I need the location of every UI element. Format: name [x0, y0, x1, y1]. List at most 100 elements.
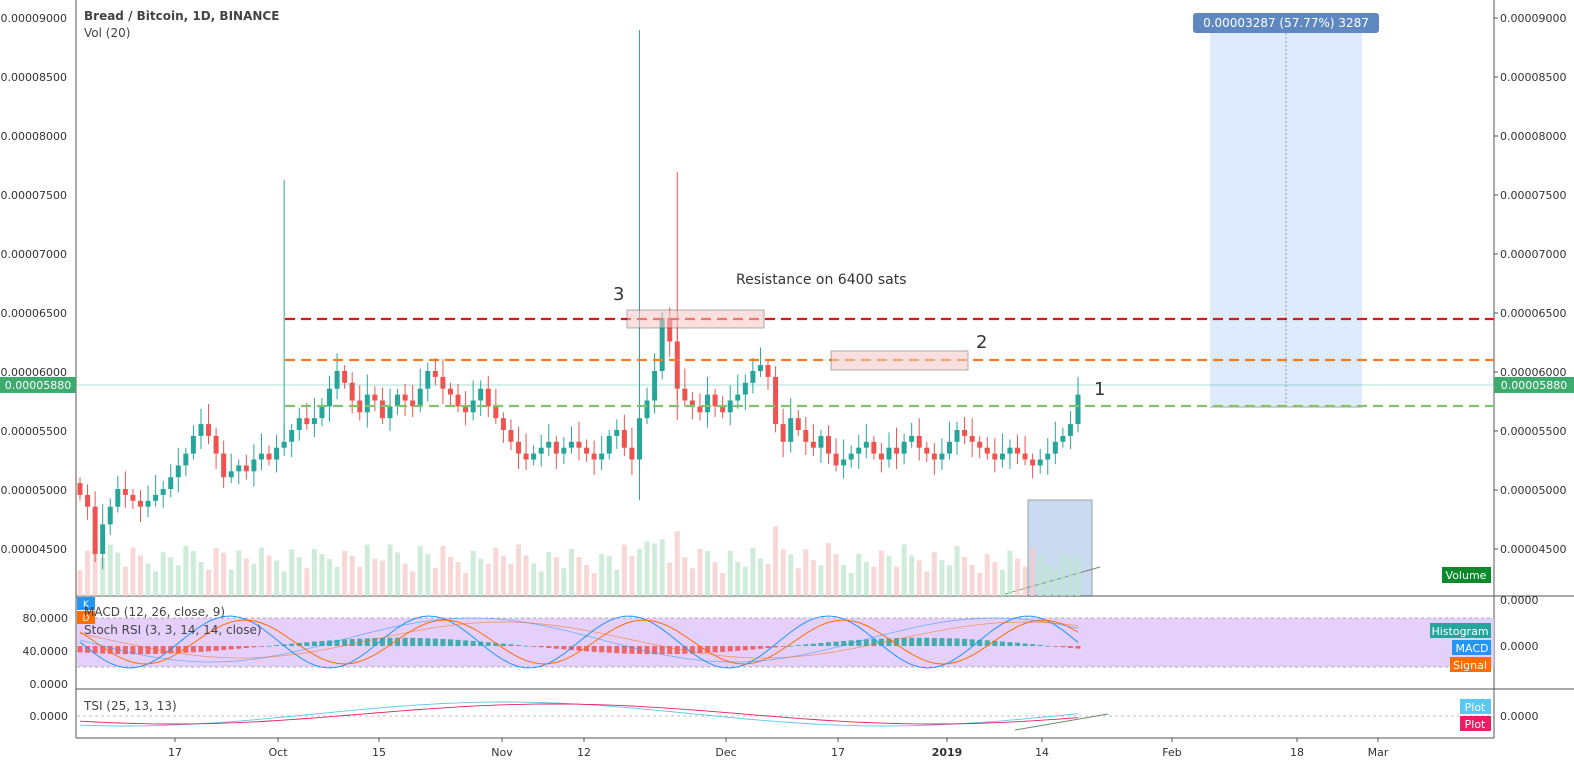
- macd-hist-bar: [402, 637, 408, 646]
- candle-body: [546, 441, 552, 448]
- macd-hist-bar: [440, 638, 446, 646]
- volume-bar: [886, 555, 892, 596]
- macd-hist-bar: [228, 646, 234, 650]
- macd-hist-bar: [765, 646, 771, 649]
- price-tick-left: 0.00008500: [1, 71, 67, 84]
- macd-hist-bar: [546, 646, 552, 648]
- price-tick-right: 0.00007000: [1500, 248, 1566, 261]
- candle-body: [160, 489, 166, 495]
- volume-bar: [410, 571, 416, 596]
- macd-hist-bar: [924, 637, 930, 646]
- time-tick-label: Nov: [491, 746, 513, 759]
- volume-bar: [954, 546, 960, 596]
- macd-hist-bar: [213, 646, 219, 651]
- candle-body: [190, 435, 196, 454]
- price-tick-right: 0.00004500: [1500, 543, 1566, 556]
- candle-body: [470, 400, 476, 413]
- macd-hist-bar: [289, 643, 295, 646]
- volume-bar: [1052, 568, 1058, 596]
- candle-body: [705, 394, 711, 413]
- volume-bar: [243, 558, 249, 596]
- candle-body: [773, 376, 779, 425]
- volume-bar: [674, 531, 680, 596]
- resistance-box-2[interactable]: [830, 350, 969, 371]
- candle-body: [826, 435, 831, 454]
- price-tick-right: 0.00005000: [1500, 484, 1566, 497]
- volume-bar: [765, 563, 771, 596]
- candle-body: [1075, 394, 1081, 425]
- macd-hist-bar: [395, 637, 401, 646]
- current-price-tag-left: [0, 377, 76, 393]
- volume-bar: [591, 573, 597, 596]
- macd-hist-bar: [311, 641, 317, 646]
- macd-hist-bar: [810, 643, 816, 646]
- volume-trendline[interactable]: [1004, 566, 1101, 595]
- macd-hist-bar: [77, 646, 83, 653]
- price-tick-left: 0.00007500: [1, 189, 67, 202]
- wave-label-2[interactable]: 2: [976, 332, 987, 353]
- candle-body: [1007, 447, 1013, 454]
- macd-hist-bar: [697, 646, 703, 654]
- measure-zone[interactable]: [1210, 25, 1362, 407]
- macd-hist-bar: [614, 646, 620, 654]
- volume-bar: [266, 555, 272, 596]
- legend-histogram: Histogram: [1431, 625, 1488, 638]
- candle-body: [878, 453, 884, 460]
- volume-bar: [1037, 555, 1043, 596]
- macd-hist-bar: [516, 645, 522, 646]
- resistance-box-3[interactable]: [626, 309, 765, 329]
- volume-bar: [417, 546, 423, 596]
- current-price-tag-right: [1494, 377, 1574, 393]
- volume-bar: [720, 573, 726, 596]
- price-tick-right: 0.00009000: [1500, 12, 1566, 25]
- volume-bar: [901, 544, 907, 596]
- volume-bar: [553, 557, 559, 596]
- price-axis-right: 0.00009000 0.00008500 0.00008000 0.00007500…: [1494, 12, 1566, 556]
- candle-body: [584, 447, 590, 454]
- candle-body: [417, 388, 423, 407]
- macd-hist-bar: [644, 646, 650, 655]
- wave-label-1[interactable]: 1: [1094, 379, 1105, 400]
- macd-hist-bar: [742, 646, 748, 651]
- macd-hist-bar: [606, 646, 612, 653]
- price-tick-left: 0.00005500: [1, 425, 67, 438]
- tsi-trendline[interactable]: [1014, 713, 1109, 731]
- macd-hist-bar: [417, 638, 423, 646]
- macd-hist-bar: [1075, 646, 1081, 649]
- macd-hist-bar: [425, 638, 431, 646]
- volume-bar: [213, 547, 219, 596]
- measure-label-box[interactable]: [1193, 13, 1379, 33]
- volume-bar: [909, 555, 915, 596]
- volume-highlight-box[interactable]: [1027, 499, 1093, 597]
- candle-body: [379, 400, 385, 419]
- macd-hist-bar: [621, 646, 627, 654]
- volume-bar: [939, 560, 945, 596]
- candle-body: [1022, 453, 1028, 460]
- volume-bar: [206, 570, 212, 596]
- macd-hist-bar: [531, 646, 537, 647]
- candle-body: [629, 447, 635, 460]
- resistance-annotation[interactable]: Resistance on 6400 sats: [736, 272, 907, 288]
- macd-hist-bar: [629, 646, 635, 654]
- candle-body: [327, 388, 332, 407]
- candle-body: [85, 494, 91, 507]
- macd-hist-bar: [538, 646, 544, 648]
- volume-bar: [190, 551, 196, 596]
- volume-bar: [984, 553, 990, 596]
- candle-body: [576, 441, 582, 448]
- volume-bar: [795, 568, 801, 596]
- candle-body: [901, 441, 907, 454]
- macd-hist-bar: [342, 639, 348, 646]
- candle-body: [568, 441, 574, 448]
- candle-body: [485, 388, 491, 407]
- candle-body: [689, 400, 695, 407]
- macd-hist-bar: [251, 646, 257, 648]
- volume-bar: [712, 562, 718, 596]
- wave-label-3[interactable]: 3: [613, 284, 624, 305]
- macd-hist-bar: [92, 646, 98, 654]
- macd-hist-bar: [705, 646, 711, 653]
- candle-body: [304, 418, 310, 425]
- candle-body: [591, 453, 597, 460]
- volume-bar: [568, 549, 574, 596]
